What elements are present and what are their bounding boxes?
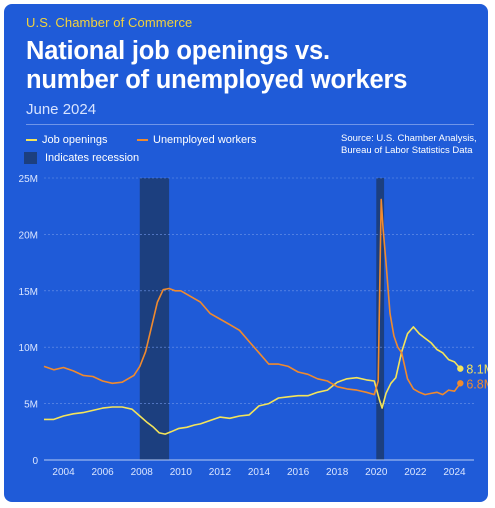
publisher-name: U.S. Chamber of Commerce (26, 15, 193, 30)
x-tick-label: 2024 (443, 467, 466, 478)
y-tick-label: 5M (24, 400, 38, 411)
series-end-point-job-openings (457, 365, 464, 372)
header-divider (26, 124, 474, 125)
x-tick-label: 2008 (131, 467, 154, 478)
x-tick-label: 2010 (170, 467, 193, 478)
y-tick-label: 10M (19, 343, 38, 354)
legend-swatch-job-openings (26, 139, 37, 141)
series-line-unemployed-workers (43, 198, 461, 396)
chart-title-line-1: National job openings vs. (26, 37, 330, 65)
legend-swatch-recession (24, 152, 37, 164)
series-end-label-unemployed-workers: 6.8M (466, 377, 488, 391)
x-tick-label: 2014 (248, 467, 271, 478)
legend-label-recession: Indicates recession (45, 152, 140, 164)
y-tick-label: 15M (19, 287, 38, 298)
legend-label-unemployed: Unemployed workers (153, 134, 257, 146)
legend-item-unemployed: Unemployed workers (137, 134, 256, 146)
x-tick-label: 2020 (365, 467, 388, 478)
recession-band-2 (376, 178, 385, 460)
legend-item-job-openings: Job openings (26, 134, 107, 146)
legend-item-recession: Indicates recession (24, 152, 139, 164)
x-tick-label: 2006 (92, 467, 115, 478)
chart-subtitle: June 2024 (26, 101, 97, 118)
series-end-label-job-openings: 8.1M (466, 363, 488, 377)
chart-title-line-2: number of unemployed workers (26, 66, 408, 94)
source-line-1: Source: U.S. Chamber Analysis, (341, 133, 477, 144)
line-chart: 0 5M 10M 15M 20M 25M 2004 2006 2008 2010 2012 2014 2… (19, 174, 488, 478)
chart-card: U.S. Chamber of Commerce National job op… (4, 4, 488, 502)
y-tick-label: 0 (32, 456, 38, 467)
legend-swatch-unemployed (137, 139, 148, 141)
series-end-point-unemployed-workers (457, 380, 464, 387)
y-tick-label: 20M (19, 230, 38, 241)
x-tick-label: 2016 (287, 467, 310, 478)
x-tick-label: 2018 (326, 467, 349, 478)
source-note: Source: U.S. Chamber Analysis, Bureau of… (341, 133, 477, 157)
y-tick-label: 25M (19, 174, 38, 185)
x-tick-label: 2022 (404, 467, 427, 478)
chart-title: National job openings vs. number of unem… (26, 37, 476, 95)
legend-label-job-openings: Job openings (42, 134, 108, 146)
series-line-job-openings (44, 326, 461, 435)
x-tick-label: 2012 (209, 467, 232, 478)
recession-band-1 (139, 178, 170, 460)
source-line-2: Bureau of Labor Statistics Data (341, 145, 473, 156)
x-tick-label: 2004 (52, 467, 75, 478)
